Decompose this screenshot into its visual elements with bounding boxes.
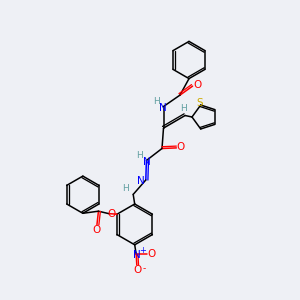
Text: H: H [154, 97, 160, 106]
Text: S: S [197, 98, 203, 108]
Text: N: N [142, 157, 150, 167]
Text: N: N [133, 250, 141, 260]
Text: O: O [193, 80, 201, 90]
Text: O: O [92, 225, 100, 235]
Text: H: H [180, 104, 187, 113]
Text: O: O [177, 142, 185, 152]
Text: +: + [140, 246, 146, 255]
Text: H: H [136, 152, 143, 160]
Text: N: N [137, 176, 145, 186]
Text: -: - [143, 264, 146, 273]
Text: N: N [159, 103, 167, 113]
Text: O: O [107, 209, 116, 219]
Text: O: O [148, 249, 156, 259]
Text: H: H [122, 184, 129, 193]
Text: O: O [133, 265, 142, 275]
